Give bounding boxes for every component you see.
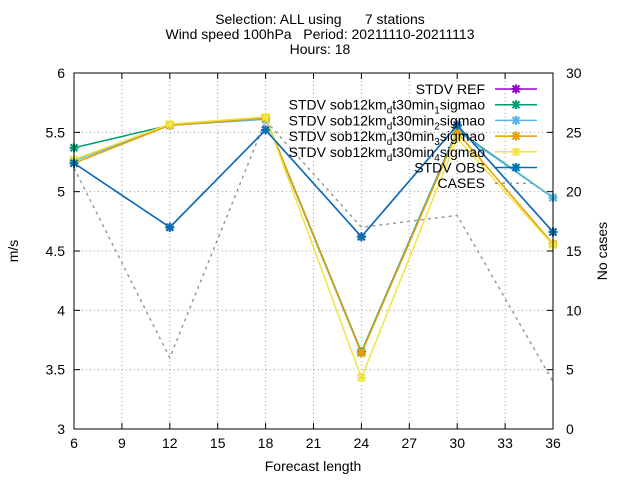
legend-item-6: CASES <box>438 175 537 191</box>
y2-axis-label: No cases <box>594 222 610 280</box>
cases-series-layer <box>73 119 554 382</box>
y-tick-label: 5.5 <box>46 124 66 140</box>
data-point <box>165 119 175 129</box>
y-tick-label: 4 <box>57 302 65 318</box>
legend-item-2: STDV sob12kmdt30min2sigmao <box>289 112 537 132</box>
x-tick-label: 9 <box>118 435 126 451</box>
x-tick-label: 18 <box>258 435 274 451</box>
data-point <box>261 112 271 122</box>
x-axis-label: Forecast length <box>265 458 362 474</box>
data-point <box>165 222 175 232</box>
legend-item-0: STDV REF <box>416 81 537 97</box>
legend-marker <box>511 84 521 94</box>
legend-label: STDV sob12kmdt30min2sigmao <box>289 112 486 132</box>
x-tick-label: 12 <box>162 435 178 451</box>
data-point <box>356 348 366 358</box>
y2-tick-label: 0 <box>566 421 574 437</box>
axis-layer: 6 9 12 15 18 21 24 27 30 33 36 3 3.5 4 4.5 5 5.5 6 0 5 10 15 2… <box>46 65 582 451</box>
x-tick-label: 33 <box>497 435 513 451</box>
x-tick-label: 15 <box>210 435 226 451</box>
data-point <box>452 133 462 143</box>
x-tick-label: 30 <box>449 435 465 451</box>
legend-marker <box>511 115 521 125</box>
data-point <box>356 373 366 383</box>
legend-item-5: STDV OBS <box>414 160 537 176</box>
legend-marker <box>511 131 521 141</box>
legend-label: STDV sob12kmdt30min3sigmao <box>289 128 486 148</box>
legend-label: STDV sob12kmdt30min4sigmao <box>289 144 486 164</box>
legend-label: STDV OBS <box>414 160 485 176</box>
y-tick-label: 6 <box>57 65 65 81</box>
x-tick-label: 21 <box>306 435 322 451</box>
chart-title-line-3: Hours: 18 <box>289 41 351 57</box>
data-point <box>261 125 271 135</box>
y2-tick-label: 10 <box>566 302 582 318</box>
y2-tick-label: 15 <box>566 243 582 259</box>
x-tick-label: 6 <box>70 435 78 451</box>
data-point <box>452 120 462 130</box>
chart-title-line-2: Wind speed 100hPa Period: 20211110-20211… <box>165 26 475 42</box>
series-line-4 <box>73 116 554 381</box>
y-tick-label: 5 <box>57 184 65 200</box>
y-tick-label: 4.5 <box>46 243 66 259</box>
chart-title-line-1: Selection: ALL using 7 stations <box>215 11 425 27</box>
y2-tick-label: 5 <box>566 362 574 378</box>
grid-layer <box>74 73 553 429</box>
legend-label: STDV sob12kmdt30min1sigmao <box>289 97 486 117</box>
legend-item-3: STDV sob12kmdt30min3sigmao <box>289 128 537 148</box>
series-layer <box>69 112 558 383</box>
series-line-3 <box>73 117 554 355</box>
y-axis-label: m/s <box>5 240 21 263</box>
data-point <box>356 232 366 242</box>
x-tick-label: 24 <box>354 435 370 451</box>
y2-tick-label: 20 <box>566 184 582 200</box>
y-tick-label: 3 <box>57 421 65 437</box>
y-tick-label: 3.5 <box>46 362 66 378</box>
legend-item-4: STDV sob12kmdt30min4sigmao <box>289 144 537 164</box>
x-tick-label: 36 <box>545 435 561 451</box>
x-tick-label: 27 <box>402 435 418 451</box>
legend-label: STDV REF <box>416 81 485 97</box>
legend-item-1: STDV sob12kmdt30min1sigmao <box>289 97 537 117</box>
series-line-6 <box>73 119 554 382</box>
y2-tick-label: 30 <box>566 65 582 81</box>
y2-tick-label: 25 <box>566 124 582 140</box>
legend-marker <box>511 147 521 157</box>
legend-marker <box>511 163 521 172</box>
series-line-5 <box>73 124 554 238</box>
legend-marker <box>511 100 521 110</box>
legend-label: CASES <box>438 175 485 191</box>
